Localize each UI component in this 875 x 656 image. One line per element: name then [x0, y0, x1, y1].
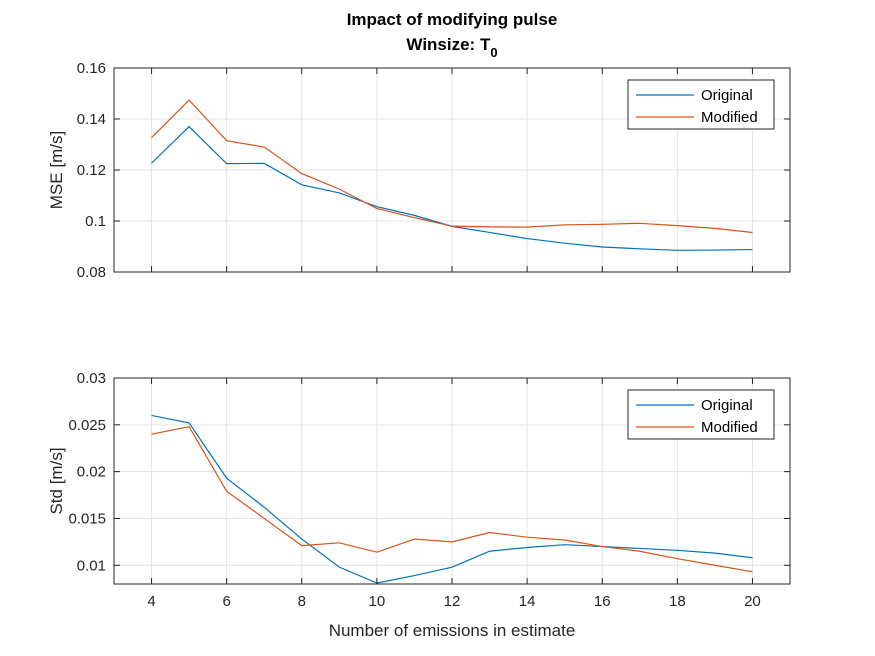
x-tick-label: 18 [669, 593, 686, 610]
x-tick-label: 16 [594, 593, 611, 610]
legend-label-modified: Modified [701, 419, 758, 436]
figure-title-subscript: 0 [490, 45, 497, 60]
series-line-original [151, 414, 753, 584]
legend-label-modified: Modified [701, 109, 758, 126]
x-tick-label: 6 [222, 593, 230, 610]
y-axis-label: MSE [m/s] [47, 131, 66, 209]
legend-label-original: Original [701, 87, 753, 104]
x-axis-label: Number of emissions in estimate [329, 621, 576, 640]
x-tick-label: 12 [444, 593, 461, 610]
mse-axes: 0.08 0.1 0.12 0.14 0.16 MSE [m/s] Original Modi… [47, 60, 791, 281]
series-line-modified [151, 426, 753, 573]
y-axis-label: Std [m/s] [47, 447, 66, 514]
legend-box [627, 389, 775, 440]
y-tick-label: 0.01 [77, 557, 106, 574]
x-tick-label: 20 [744, 593, 761, 610]
y-tick-label: 0.015 [68, 510, 106, 527]
x-tick-label: 14 [519, 593, 536, 610]
figure-title-prefix: Winsize: T [406, 35, 491, 54]
y-tick-label: 0.08 [77, 264, 106, 281]
y-tick-label: 0.16 [77, 60, 106, 77]
series-line-modified [151, 99, 753, 234]
figure-title-line2: Winsize: T0 [406, 35, 497, 60]
legend: Original Modified [627, 79, 775, 130]
y-tick-label: 0.02 [77, 464, 106, 481]
legend: Original Modified [627, 389, 775, 440]
figure-title-line1: Impact of modifying pulse [347, 10, 558, 29]
x-tick-label: 8 [298, 593, 306, 610]
y-tick-label: 0.12 [77, 162, 106, 179]
y-tick-label: 0.14 [77, 111, 106, 128]
x-tick-label: 10 [369, 593, 386, 610]
y-tick-label: 0.025 [68, 417, 106, 434]
y-tick-label: 0.1 [85, 213, 106, 230]
legend-box [627, 79, 775, 130]
std-axes: 4 6 8 10 12 14 16 18 20 0.01 0.015 0.02 0.025 0.03 Std… [47, 370, 791, 640]
legend-label-original: Original [701, 397, 753, 414]
x-tick-label: 4 [147, 593, 155, 610]
y-tick-label: 0.03 [77, 370, 106, 387]
